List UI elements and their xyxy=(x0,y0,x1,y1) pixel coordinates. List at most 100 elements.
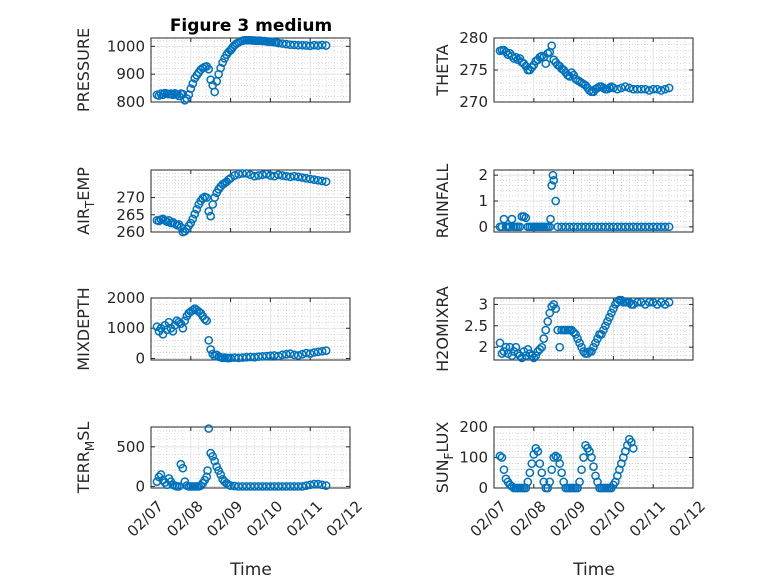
data-point xyxy=(525,468,535,478)
data-point xyxy=(587,347,596,356)
data-point xyxy=(573,222,582,232)
data-point xyxy=(605,222,614,232)
data-point xyxy=(541,59,551,68)
data-point xyxy=(644,222,654,232)
x-axis-label-right: Time xyxy=(572,560,615,580)
y-tick-label: 0 xyxy=(478,479,488,497)
data-point xyxy=(313,175,323,185)
data-point xyxy=(254,171,263,180)
data-point xyxy=(587,453,596,462)
data-point xyxy=(575,477,584,487)
data-point xyxy=(597,329,606,339)
data-point xyxy=(297,482,307,491)
data-point xyxy=(206,75,216,85)
data-point xyxy=(321,177,331,187)
data-point xyxy=(640,222,650,232)
data-point xyxy=(548,170,558,180)
data-point xyxy=(305,174,315,184)
data-point xyxy=(317,176,327,186)
data-point xyxy=(152,322,162,332)
data-point xyxy=(186,84,196,93)
data-point xyxy=(266,171,275,180)
data-point xyxy=(198,193,208,203)
y-tick-label: 100 xyxy=(459,449,488,467)
y-axis-label: MIXDEPTH xyxy=(74,287,93,370)
data-point xyxy=(617,83,626,93)
data-point xyxy=(250,171,259,181)
data-point xyxy=(301,481,311,490)
data-point xyxy=(321,41,331,50)
data-point xyxy=(591,338,600,348)
plot-area xyxy=(150,297,351,361)
data-point xyxy=(281,482,291,491)
data-point xyxy=(652,222,662,232)
data-point xyxy=(549,175,559,185)
x-tick-label: 02/10 xyxy=(243,497,286,540)
data-point xyxy=(537,468,547,478)
data-point xyxy=(565,222,574,232)
y-tick-label: 280 xyxy=(459,29,488,47)
data-point xyxy=(234,353,243,363)
data-point xyxy=(523,477,533,487)
data-point xyxy=(297,349,307,359)
data-point xyxy=(301,41,311,50)
data-series xyxy=(152,304,331,363)
data-point xyxy=(206,211,216,221)
data-point xyxy=(246,482,255,491)
data-point xyxy=(537,342,547,352)
data-point xyxy=(499,465,509,475)
x-tick-label: 02/09 xyxy=(203,497,246,540)
data-point xyxy=(648,222,658,232)
data-point xyxy=(535,459,545,468)
data-point xyxy=(203,466,212,475)
data-point xyxy=(577,222,586,232)
data-point xyxy=(270,351,279,360)
y-tick-label: 500 xyxy=(116,438,145,456)
x-tick-label: 02/12 xyxy=(323,497,366,540)
y-axis-label: H2OMIXRA xyxy=(433,286,452,372)
y-axis-label: SUNFLUX xyxy=(433,422,456,494)
data-point xyxy=(200,314,210,324)
data-point xyxy=(573,334,582,343)
x-tick-label: 02/11 xyxy=(283,497,326,540)
data-point xyxy=(551,451,561,461)
x-tick-label: 02/08 xyxy=(506,497,549,540)
data-point xyxy=(497,222,507,232)
data-point xyxy=(309,348,319,357)
data-point xyxy=(545,477,555,487)
data-point xyxy=(289,350,299,360)
data-point xyxy=(281,171,291,181)
data-point xyxy=(204,424,214,433)
data-point xyxy=(277,482,287,491)
data-point xyxy=(617,222,626,232)
data-point xyxy=(507,214,517,224)
y-tick-label: 1000 xyxy=(107,319,145,337)
y-tick-label: 2.5 xyxy=(464,317,488,335)
data-point xyxy=(277,39,287,48)
data-point xyxy=(555,459,565,468)
data-point xyxy=(317,480,327,490)
data-point xyxy=(293,482,303,491)
data-point xyxy=(274,38,283,48)
data-series xyxy=(495,434,638,493)
y-tick-label: 0 xyxy=(135,349,145,367)
data-point xyxy=(305,41,315,51)
data-point xyxy=(204,206,214,216)
data-point xyxy=(226,353,235,363)
x-tick-label: 02/08 xyxy=(163,497,206,540)
data-series xyxy=(152,35,331,105)
data-point xyxy=(523,344,533,354)
data-point xyxy=(521,213,531,223)
data-point xyxy=(206,345,216,354)
data-point xyxy=(174,482,184,491)
data-point xyxy=(224,175,233,184)
data-point xyxy=(188,214,198,224)
data-point xyxy=(180,226,190,236)
data-point xyxy=(242,169,251,178)
data-point xyxy=(168,90,178,100)
y-axis-label: THETA xyxy=(433,44,452,96)
